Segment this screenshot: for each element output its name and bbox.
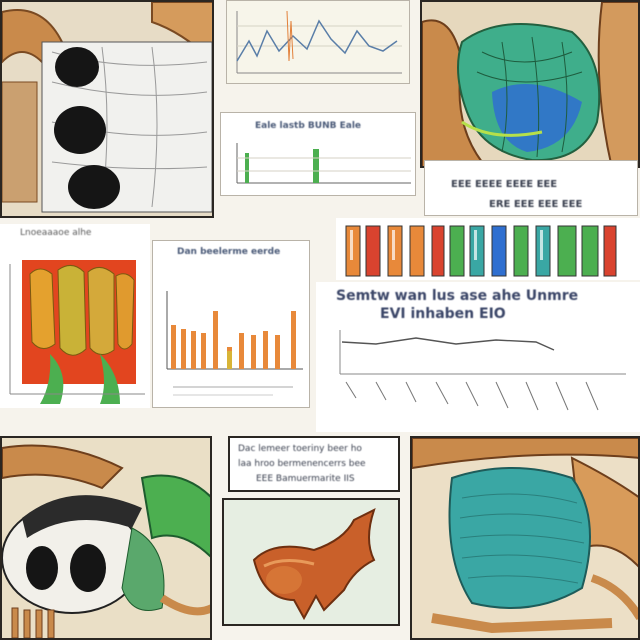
orange-bar-chart-graphic (153, 241, 309, 407)
main-line-chart-graphic (316, 282, 640, 432)
banner-row-2: ERE EEE EEE EEE (489, 199, 582, 210)
creature-panel (222, 498, 400, 626)
teal-organ-panel (410, 436, 640, 640)
tooth-heatmap-illustration (0, 224, 150, 408)
main-line-chart-panel: Semtw wan lus ase ahe Unmre EVI inhaben … (316, 282, 640, 432)
line-chart-card (226, 0, 410, 84)
banner-box: EEE EEEE EEEE EEE ERE EEE EEE EEE (424, 160, 638, 216)
tooth-heatmap-panel: Lnoeaaaoe alhe (0, 224, 150, 408)
lung-anatomy-panel (420, 0, 640, 168)
vial-bars-graphic (336, 218, 640, 280)
creature-illustration (224, 500, 400, 626)
small-bar-chart-graphic (221, 113, 415, 195)
xray-skull-illustration (2, 2, 214, 218)
orange-bar-chart-card: Dan beelerme eerde (152, 240, 310, 408)
bottom-box-line-2: laa hroo bermenencerrs bee (238, 459, 366, 469)
bottom-text-box: Dac lemeer toeriny beer ho laa hroo berm… (228, 436, 400, 492)
skull-anatomy-panel (0, 436, 212, 640)
banner-row-1: EEE EEEE EEEE EEE (451, 179, 557, 190)
small-bar-chart-card: Eale lastb BUNB Eale (220, 112, 416, 196)
xray-skull-panel (0, 0, 214, 218)
vial-bars-panel (336, 218, 640, 280)
bottom-box-line-3: EEE Bamuermarite IIS (256, 474, 355, 484)
skull-illustration (2, 438, 212, 640)
lung-illustration (422, 2, 640, 168)
bottom-box-line-1: Dac lemeer toeriny beer ho (238, 444, 362, 454)
teal-organ-illustration (412, 438, 640, 640)
line-chart-graphic (227, 1, 409, 83)
